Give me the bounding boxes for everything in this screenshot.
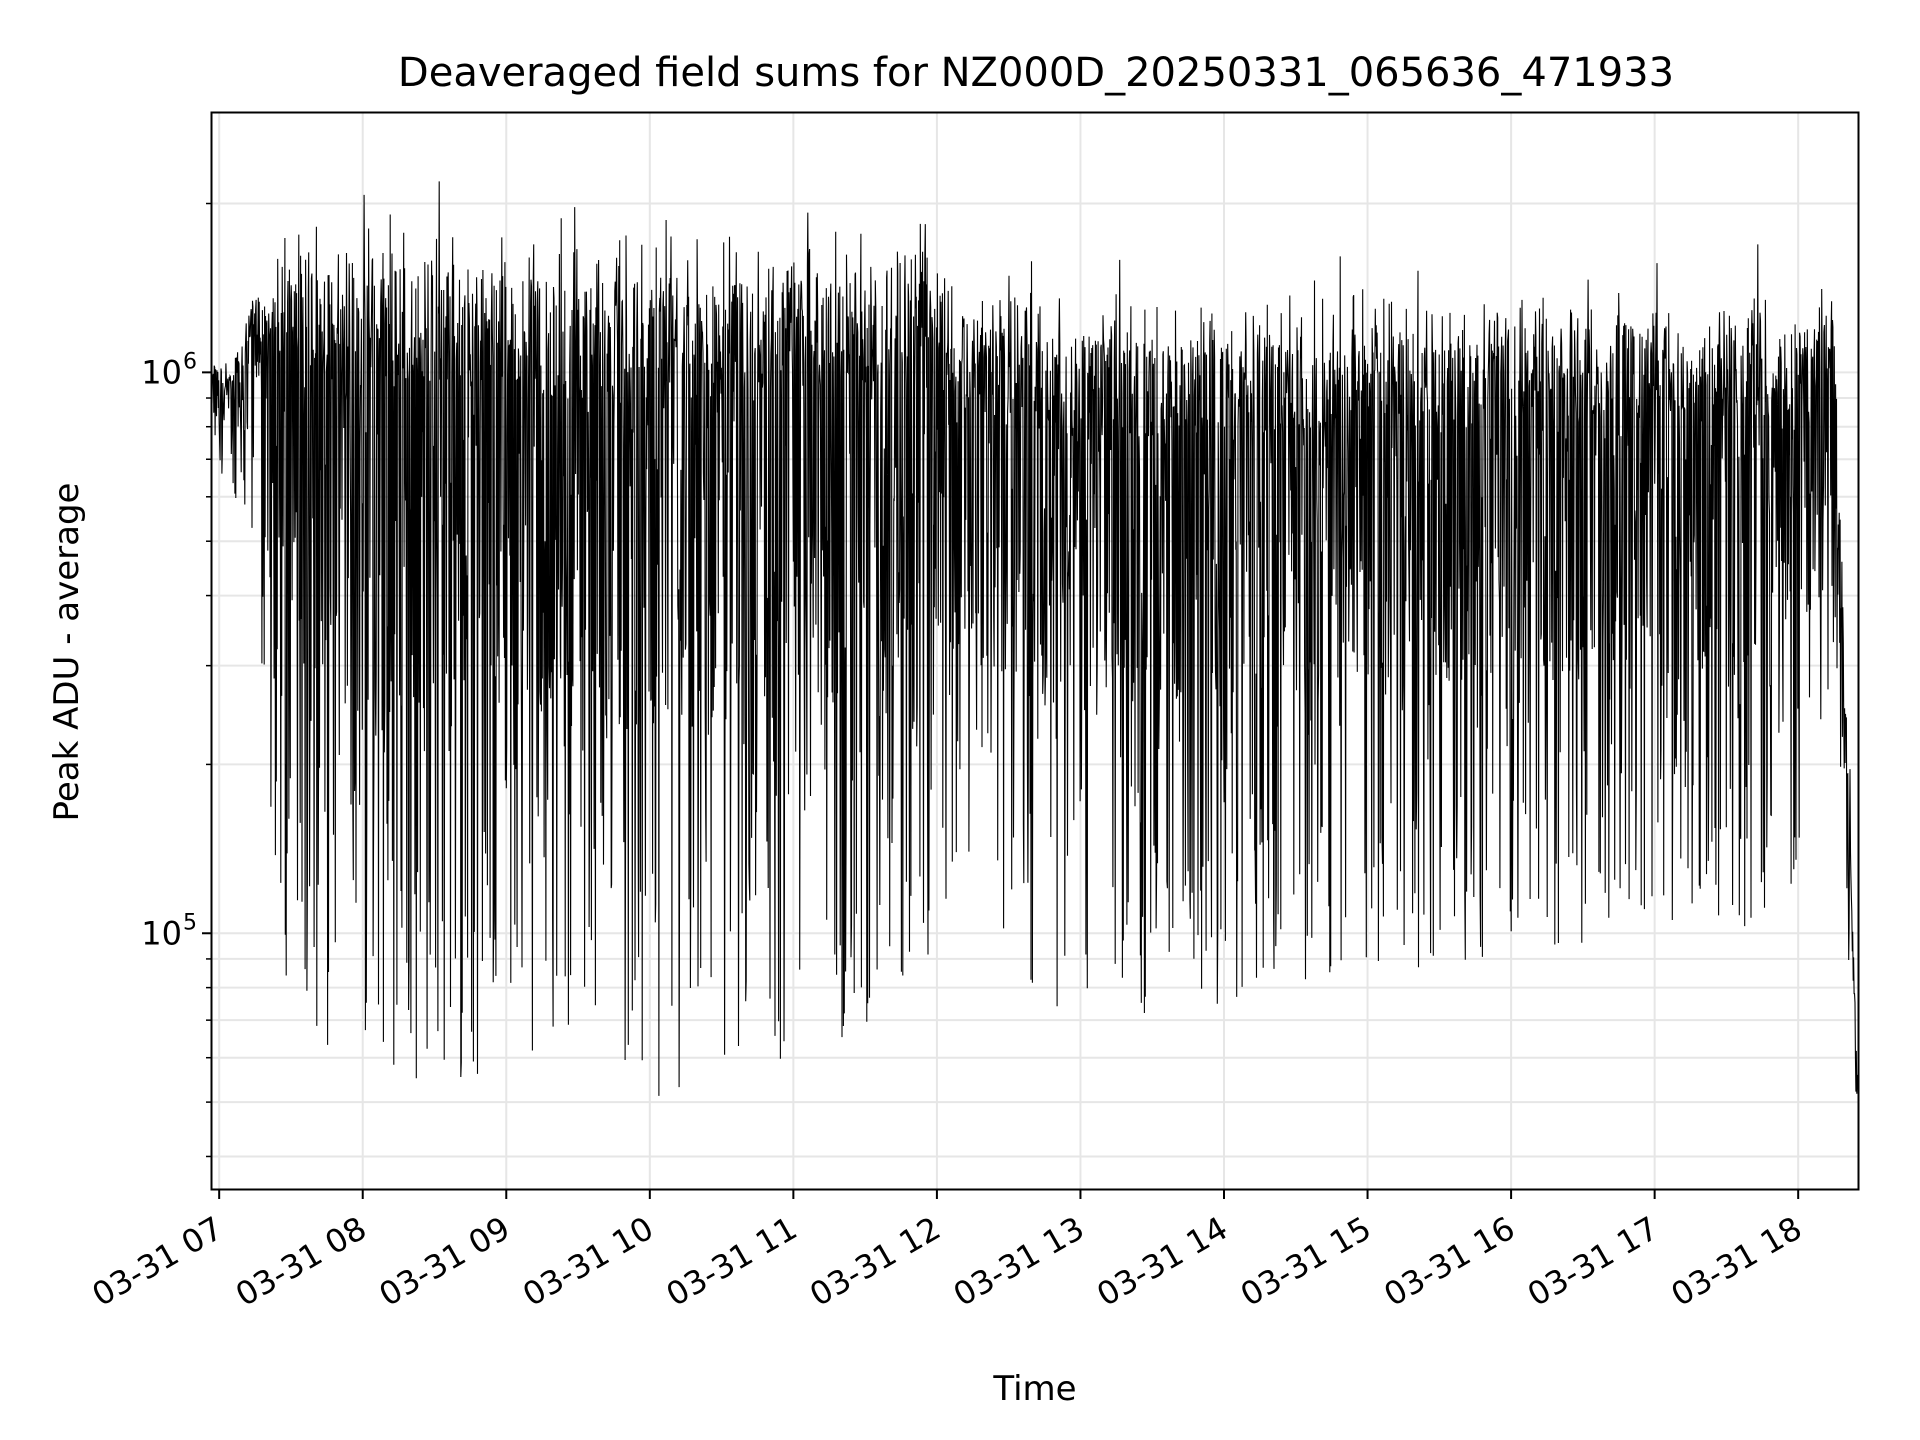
- plot-frame: [210, 111, 1860, 1191]
- series-line: [211, 181, 1859, 1096]
- y-tick-exponent: 5: [183, 910, 197, 935]
- chart-title: Deaveraged field sums for NZ000D_2025033…: [398, 50, 1674, 96]
- y-axis-label: Peak ADU - average: [47, 483, 87, 822]
- data-line: [211, 181, 1859, 1096]
- x-axis-label: Time: [992, 1369, 1076, 1409]
- y-tick-exponent: 6: [183, 349, 197, 374]
- y-tick-label: 10: [141, 353, 182, 391]
- y-tick-label: 10: [141, 914, 182, 952]
